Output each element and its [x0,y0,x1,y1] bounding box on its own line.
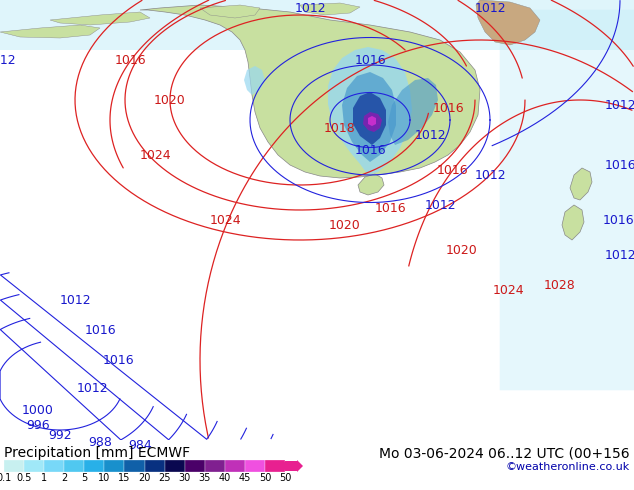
Polygon shape [140,5,480,178]
Text: 35: 35 [198,473,211,483]
Bar [105,460,124,472]
Text: 1016: 1016 [604,158,634,172]
Polygon shape [368,116,376,126]
Polygon shape [300,3,360,15]
Text: 45: 45 [238,473,251,483]
Text: 1020: 1020 [446,244,478,256]
Polygon shape [244,66,265,95]
Text: 1000: 1000 [22,403,54,416]
Text: 40: 40 [219,473,231,483]
Text: 1012: 1012 [474,169,506,181]
Text: 988: 988 [88,436,112,448]
FancyArrow shape [285,460,303,472]
Text: 996: 996 [26,418,50,432]
Polygon shape [358,174,384,195]
Text: 0.5: 0.5 [16,473,32,483]
Text: 20: 20 [138,473,151,483]
Polygon shape [328,47,412,175]
Bar [165,460,184,472]
Text: 1024: 1024 [139,148,171,162]
Text: 1016: 1016 [354,144,386,156]
Text: 1012: 1012 [604,98,634,112]
Polygon shape [50,12,150,25]
Text: 1016: 1016 [602,214,634,226]
Bar [225,460,245,472]
FancyBboxPatch shape [500,10,634,391]
Text: 1018: 1018 [324,122,356,134]
Text: Mo 03-06-2024 06..12 UTC (00+156: Mo 03-06-2024 06..12 UTC (00+156 [379,446,630,460]
Text: 1028: 1028 [544,278,576,292]
Text: 2: 2 [61,473,67,483]
Bar [44,460,64,472]
Text: 1012: 1012 [414,128,446,142]
Text: 5: 5 [81,473,87,483]
Bar [24,460,44,472]
Text: 1012: 1012 [474,1,506,15]
Text: 1016: 1016 [114,53,146,67]
Text: 1012: 1012 [294,1,326,15]
Polygon shape [363,112,382,132]
Text: ©weatheronline.co.uk: ©weatheronline.co.uk [506,462,630,472]
Polygon shape [200,5,260,18]
Text: 0.1: 0.1 [0,473,11,483]
Text: 1012: 1012 [424,198,456,212]
Text: 1020: 1020 [329,219,361,231]
Bar [265,460,285,472]
Text: 1012: 1012 [59,294,91,307]
Polygon shape [570,168,592,200]
Text: 1024: 1024 [209,214,241,226]
Bar [4,460,24,472]
Bar [205,460,225,472]
Polygon shape [342,72,396,162]
Text: 984: 984 [128,439,152,451]
Text: 1012: 1012 [0,53,16,67]
Text: 1016: 1016 [102,353,134,367]
Polygon shape [0,25,100,38]
Bar [84,460,105,472]
Bar [245,460,265,472]
Text: 992: 992 [48,428,72,441]
Text: 1016: 1016 [84,323,116,337]
Text: 50: 50 [279,473,291,483]
Text: 30: 30 [179,473,191,483]
Text: 1012: 1012 [76,382,108,394]
Text: 1020: 1020 [154,94,186,106]
Bar [124,460,145,472]
Polygon shape [562,205,584,240]
Polygon shape [476,0,540,45]
Text: 1016: 1016 [436,164,468,176]
Text: 1016: 1016 [374,201,406,215]
Bar [184,460,205,472]
Text: 1: 1 [41,473,47,483]
Text: 1016: 1016 [354,53,386,67]
Text: 10: 10 [98,473,110,483]
Text: 50: 50 [259,473,271,483]
Bar [0,0,634,50]
Bar [145,460,165,472]
Text: 25: 25 [158,473,171,483]
Bar [64,460,84,472]
Text: 1012: 1012 [604,248,634,262]
Text: Precipitation [mm] ECMWF: Precipitation [mm] ECMWF [4,446,190,460]
Polygon shape [388,78,438,145]
Text: 1024: 1024 [492,284,524,296]
Text: 1016: 1016 [432,101,464,115]
Text: 15: 15 [119,473,131,483]
Polygon shape [353,92,386,145]
